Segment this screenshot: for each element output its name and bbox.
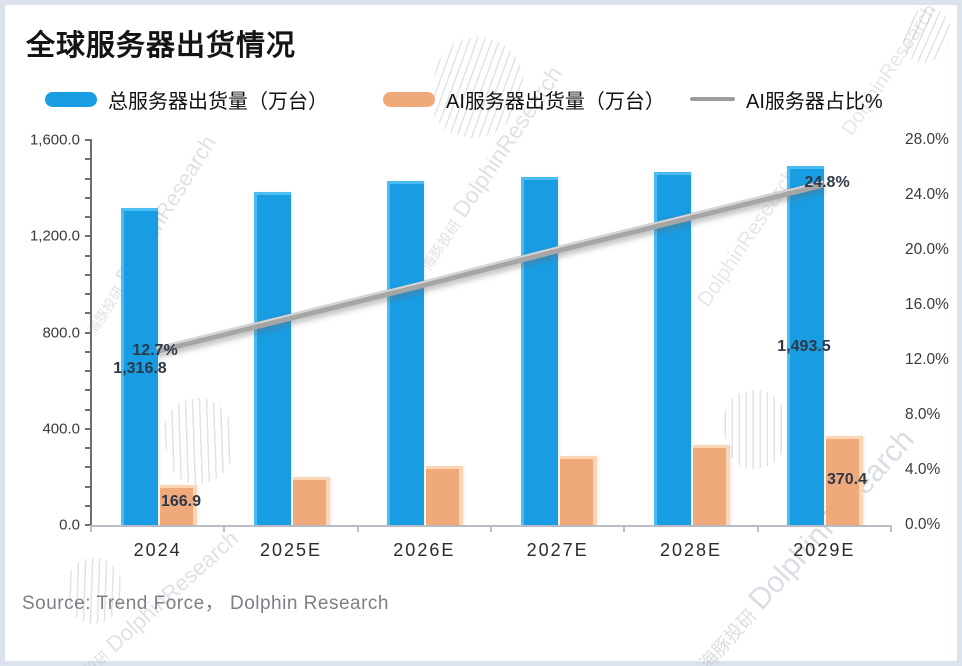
y-axis-minor-tick (85, 466, 90, 469)
y-axis-minor-tick (85, 331, 90, 334)
y-axis-minor-tick (85, 504, 90, 507)
y-axis-right-tick-label: 0.0% (905, 516, 941, 533)
y-axis-right-tick-label: 20.0% (905, 241, 949, 258)
x-axis-label: 2029E (793, 540, 856, 560)
y-axis-right-tick-label: 8.0% (905, 406, 941, 423)
legend-swatch-ai-bar (383, 91, 435, 107)
data-label-2029E-s1: 370.4 (826, 471, 868, 488)
page-title: 全球服务器出货情况 (26, 30, 297, 62)
x-axis-tick (623, 527, 626, 532)
bar-total-2026E (387, 180, 425, 525)
x-axis-label: 2028E (659, 540, 723, 560)
y-axis-minor-tick (85, 293, 90, 295)
y-axis-minor-tick (85, 370, 90, 372)
x-axis-line (90, 525, 892, 527)
y-axis-right-tick-label: 4.0% (905, 461, 941, 478)
x-axis-tick (756, 527, 759, 532)
y-axis-right-tick-label: 24.0% (905, 186, 949, 203)
y-axis-line (90, 139, 92, 527)
data-label-2024-s0: 1,316.8 (113, 360, 167, 377)
legend-swatch-ratio-line (690, 97, 735, 101)
data-label-2024-s1: 166.9 (160, 493, 202, 510)
legend-item-ai-ratio: AI服务器占比% (690, 87, 883, 113)
y-axis-minor-tick (85, 177, 90, 180)
bar-ai-2028E (693, 445, 730, 525)
legend-label: 总服务器出货量（万台） (108, 90, 328, 113)
y-axis-minor-tick (85, 196, 90, 199)
x-axis-tick (223, 527, 226, 532)
bar-total-2024 (120, 208, 158, 525)
x-axis-label: 2026E (393, 540, 456, 560)
y-axis-minor-tick (85, 350, 90, 353)
legend-item-total-servers: 总服务器出货量（万台） (45, 87, 328, 113)
y-axis-right-tick-label: 12.0% (905, 351, 949, 368)
x-axis-tick (490, 527, 492, 532)
legend-label: AI服务器占比% (746, 90, 883, 113)
bar-ai-2025E (293, 476, 330, 525)
y-axis-right-tick-label: 16.0% (905, 296, 949, 313)
y-axis-minor-tick (85, 389, 90, 392)
y-axis-minor-tick (85, 235, 90, 238)
bar-ai-2029E (826, 435, 864, 525)
source-note: Source: Trend Force， Dolphin Research (22, 593, 389, 614)
y-axis-minor-tick (85, 427, 90, 430)
y-axis-minor-tick (85, 408, 90, 411)
data-label-2024-s2: 12.7% (132, 342, 178, 359)
y-axis-minor-tick (85, 524, 90, 526)
x-axis-tick (356, 527, 359, 532)
bar-total-2027E (520, 176, 558, 525)
y-axis-right-tick-label: 28.0% (905, 131, 949, 148)
y-axis-minor-tick (85, 447, 90, 449)
x-axis-label: 2025E (259, 540, 323, 560)
bar-ai-2026E (426, 466, 464, 525)
y-axis-left-tick-label: 800.0 (42, 324, 80, 341)
data-label-2029E-s0: 1,493.5 (777, 338, 831, 355)
x-axis-tick (890, 527, 892, 532)
legend-label: AI服务器出货量（万台） (446, 90, 665, 113)
bar-ai-2024 (159, 484, 197, 525)
data-label-2029E-s2: 24.8% (804, 174, 850, 191)
x-axis-tick (90, 527, 92, 532)
y-axis-left-tick-label: 1,200.0 (29, 227, 80, 245)
x-axis-label: 2027E (526, 540, 589, 560)
y-axis-minor-tick (85, 158, 90, 161)
bar-total-2028E (654, 171, 691, 525)
y-axis-minor-tick (85, 273, 90, 276)
y-axis-left-tick-label: 1,600.0 (29, 131, 80, 149)
y-axis-left-tick-label: 0.0 (59, 516, 80, 534)
legend-swatch-total-bar (45, 91, 97, 107)
legend-item-ai-servers: AI服务器出货量（万台） (383, 87, 665, 113)
y-axis-minor-tick (85, 312, 90, 315)
y-axis-minor-tick (85, 254, 90, 257)
x-axis-label: 2024 (133, 540, 182, 560)
y-axis-minor-tick (85, 485, 90, 488)
y-axis-minor-tick (85, 216, 90, 218)
bar-ai-2027E (559, 456, 597, 525)
y-axis-left-tick-label: 400.0 (42, 420, 80, 438)
y-axis-minor-tick (85, 139, 90, 141)
bar-total-2025E (254, 191, 291, 525)
